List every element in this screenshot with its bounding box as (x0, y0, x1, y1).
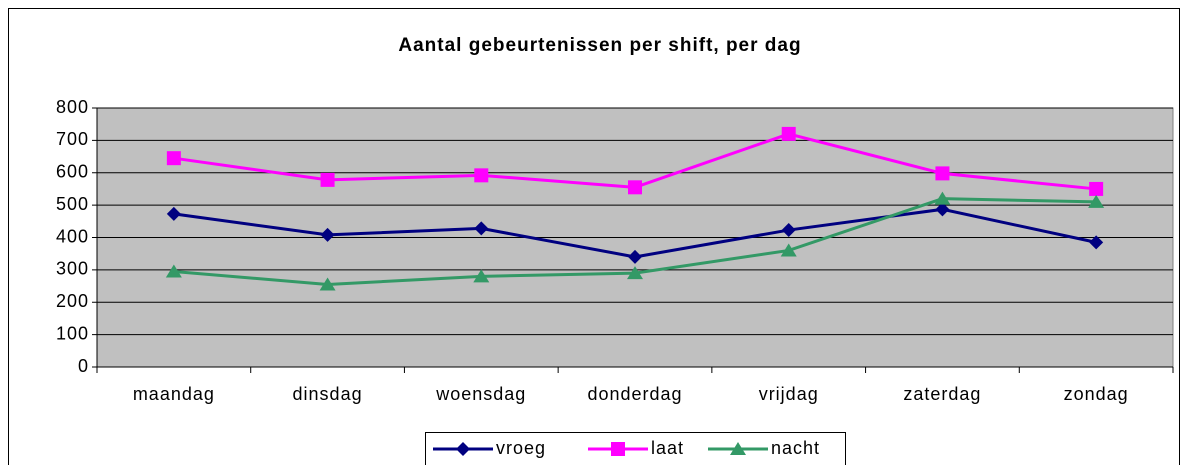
legend-label: laat (651, 438, 684, 458)
y-tick-label: 800 (56, 97, 89, 117)
data-point (320, 172, 335, 187)
legend-marker (730, 442, 746, 455)
data-point (935, 202, 950, 217)
data-point (627, 266, 643, 280)
data-point (320, 227, 335, 242)
y-tick-label: 600 (56, 162, 89, 182)
y-tick-label: 700 (56, 129, 89, 149)
x-tick-label: zondag (1064, 384, 1129, 404)
x-tick-label: dinsdag (293, 384, 363, 404)
data-point (166, 206, 181, 221)
data-point (780, 243, 797, 257)
x-tick-label: vrijdag (759, 384, 819, 404)
legend-label: vroeg (496, 438, 546, 458)
y-tick-label: 400 (56, 226, 89, 246)
data-point (781, 126, 796, 141)
data-point (781, 223, 796, 238)
legend-marker (611, 442, 625, 456)
y-tick-label: 0 (78, 356, 89, 376)
data-point (628, 180, 642, 195)
data-point (319, 277, 336, 291)
y-tick-label: 200 (56, 291, 89, 311)
data-point (1089, 181, 1104, 196)
x-tick-label: maandag (133, 384, 215, 404)
y-tick-label: 100 (56, 323, 89, 343)
data-point (474, 168, 489, 183)
data-point (628, 249, 642, 264)
x-tick-label: woensdag (435, 384, 526, 404)
x-tick-label: zaterdag (903, 384, 981, 404)
chart-title: Aantal gebeurtenissen per shift, per dag (398, 35, 801, 56)
x-tick-label: donderdag (587, 384, 682, 404)
legend-marker (456, 442, 470, 456)
data-point (474, 221, 489, 236)
data-point (935, 166, 950, 181)
data-point (165, 264, 182, 278)
data-point (934, 191, 951, 205)
y-tick-label: 300 (56, 259, 89, 279)
y-tick-label: 500 (56, 194, 89, 214)
data-point (473, 269, 490, 283)
data-point (1088, 194, 1105, 208)
data-point (1089, 235, 1104, 250)
legend-label: nacht (771, 438, 820, 458)
data-point (166, 151, 181, 166)
